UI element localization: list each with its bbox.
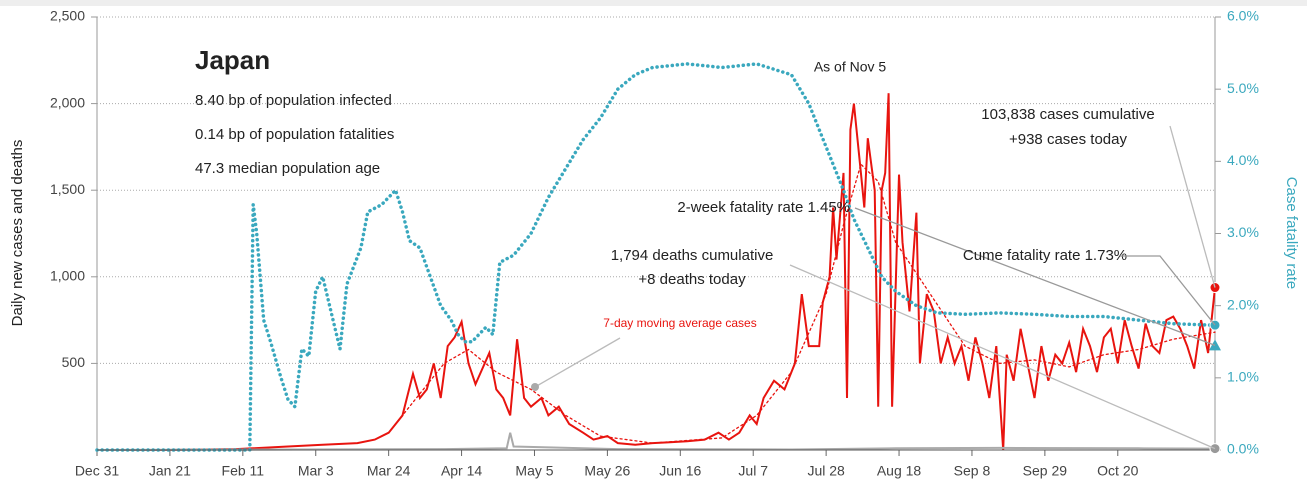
info-line: 0.14 bp of population fatalities [195,126,394,143]
y2-tick-label: 1.0% [1227,369,1259,385]
top-band [0,0,1307,6]
x-tick-label: Aug 18 [877,463,922,479]
annotation: 2-week fatality rate 1.45% [677,199,850,216]
y2-tick-label: 2.0% [1227,296,1259,312]
x-tick-label: Dec 31 [75,463,120,479]
annotation: +938 cases today [1009,131,1128,148]
series-line [95,62,1217,452]
y-axis-label: Daily new cases and deaths [9,140,26,327]
annotation: 103,838 cases cumulative [981,106,1154,123]
x-tick-label: Jan 21 [149,463,191,479]
leader-line [1169,125,1216,288]
y2-tick-label: 5.0% [1227,80,1259,96]
y2-axis-label: Case fatality rate [1283,177,1300,290]
series-line [96,432,1216,451]
y-tick-label: 2,000 [50,94,85,110]
leader-line [1120,255,1216,326]
y2-tick-label: 3.0% [1227,224,1259,240]
x-tick-label: Jul 28 [807,463,845,479]
y-tick-label: 500 [62,354,86,370]
info-line: 8.40 bp of population infected [195,92,392,109]
info-line: 47.3 median population age [195,160,380,177]
annotation: 1,794 deaths cumulative [611,247,774,264]
label-dot [531,383,539,391]
y2-tick-label: 4.0% [1227,152,1259,168]
y-tick-label: 1,000 [50,268,85,284]
x-tick-label: Mar 24 [367,463,411,479]
y2-tick-label: 0.0% [1227,441,1259,457]
annotation: Cume fatality rate 1.73% [963,247,1127,264]
x-tick-label: Jul 7 [738,463,768,479]
country-title: Japan [195,45,270,75]
x-tick-label: Jun 16 [659,463,701,479]
y-tick-label: 1,500 [50,181,85,197]
annotation: As of Nov 5 [814,59,887,75]
series-line [388,162,1216,444]
leader-line [854,207,1216,346]
series-line [96,93,1216,451]
x-tick-label: Apr 14 [441,463,482,479]
x-tick-label: Sep 29 [1023,463,1068,479]
x-tick-label: May 26 [584,463,630,479]
x-tick-label: May 5 [515,463,553,479]
series-label: 7-day moving average cases [603,316,756,330]
leader-line [789,264,1216,450]
x-tick-label: Oct 20 [1097,463,1138,479]
leader-line [534,337,621,388]
annotation: +8 deaths today [638,271,746,288]
y-tick-label: 2,500 [50,8,85,24]
x-tick-label: Sep 8 [954,463,991,479]
x-tick-label: Feb 11 [222,463,265,479]
x-tick-label: Mar 3 [298,463,334,479]
y2-tick-label: 6.0% [1227,8,1259,24]
